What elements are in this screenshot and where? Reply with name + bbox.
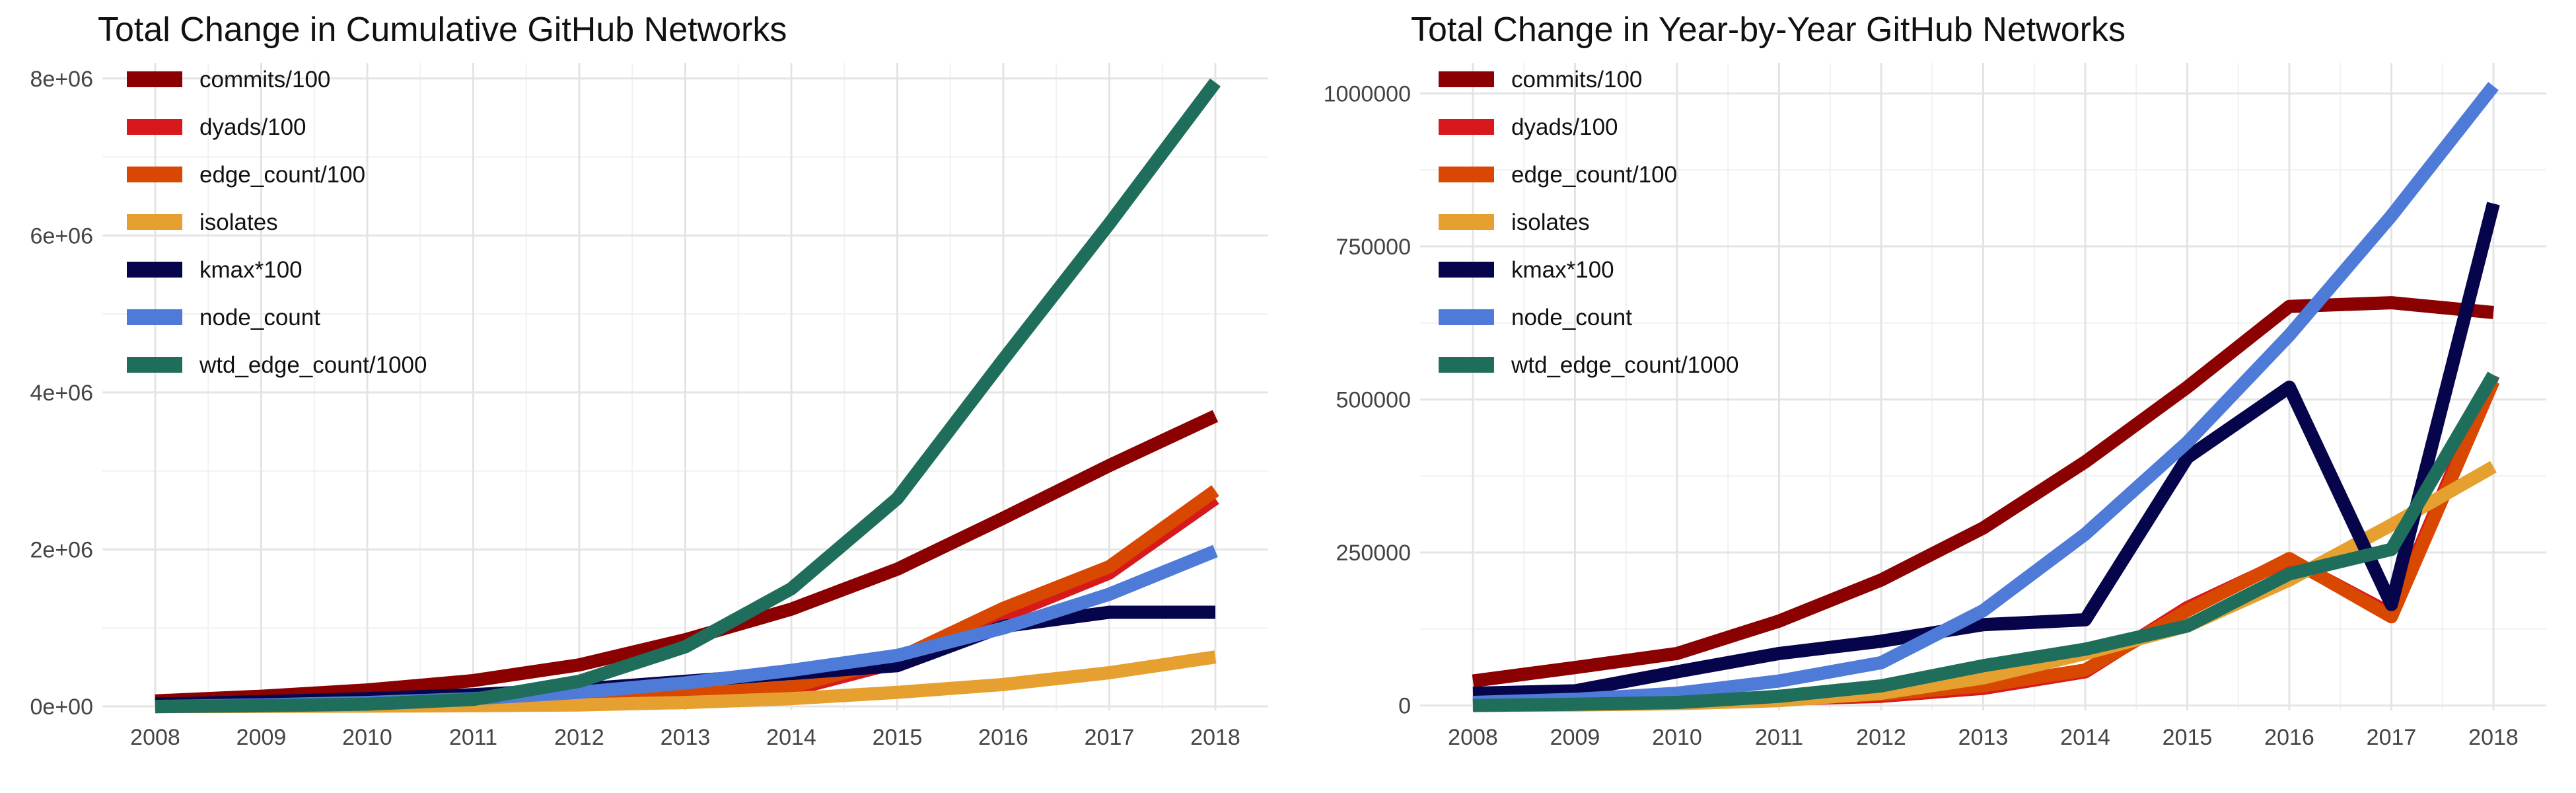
legend-swatch bbox=[127, 71, 182, 87]
legend-item: wtd_edge_count/1000 bbox=[1439, 352, 1738, 378]
chart-title: Total Change in Cumulative GitHub Networ… bbox=[98, 11, 787, 49]
x-tick-label: 2017 bbox=[1085, 725, 1135, 750]
y-tick-label: 6e+06 bbox=[30, 223, 94, 248]
y-tick-label: 8e+06 bbox=[30, 67, 94, 92]
legend-label: node_count bbox=[199, 305, 320, 330]
x-tick-label: 2012 bbox=[554, 725, 604, 750]
legend-label: node_count bbox=[1511, 305, 1632, 330]
legend-item: edge_count/100 bbox=[127, 162, 365, 188]
series-line-kmax-100 bbox=[1472, 202, 2500, 700]
year-by-year-networks-chart: Total Change in Year-by-Year GitHub Netw… bbox=[1324, 11, 2546, 750]
legend-item: commits/100 bbox=[1439, 67, 1642, 93]
legend-item: kmax*100 bbox=[127, 257, 303, 283]
x-tick-label: 2015 bbox=[2163, 725, 2213, 750]
legend-label: wtd_edge_count/1000 bbox=[199, 352, 427, 378]
legend-label: commits/100 bbox=[1511, 67, 1642, 93]
x-tick-label: 2010 bbox=[342, 725, 392, 750]
legend-item: isolates bbox=[127, 209, 278, 235]
legend-swatch bbox=[1439, 262, 1494, 278]
legend-item: edge_count/100 bbox=[1439, 162, 1677, 188]
y-tick-label: 4e+06 bbox=[30, 381, 94, 406]
x-tick-label: 2014 bbox=[2060, 725, 2110, 750]
y-tick-label: 250000 bbox=[1336, 541, 1411, 566]
legend-item: kmax*100 bbox=[1439, 257, 1614, 283]
legend-label: dyads/100 bbox=[199, 114, 306, 140]
x-tick-label: 2011 bbox=[449, 725, 497, 750]
cumulative-networks-chart: Total Change in Cumulative GitHub Networ… bbox=[30, 11, 1268, 750]
x-tick-label: 2009 bbox=[1550, 725, 1600, 750]
legend-item: node_count bbox=[127, 305, 320, 330]
legend-swatch bbox=[127, 119, 182, 135]
x-tick-label: 2008 bbox=[130, 725, 180, 750]
x-tick-label: 2017 bbox=[2367, 725, 2417, 750]
legend-label: edge_count/100 bbox=[1511, 162, 1677, 188]
series-line-wtd-edge-count-1000 bbox=[155, 78, 1221, 714]
x-tick-label: 2014 bbox=[766, 725, 816, 750]
x-tick-label: 2018 bbox=[1190, 725, 1240, 750]
legend-swatch bbox=[1439, 357, 1494, 373]
legend-label: wtd_edge_count/1000 bbox=[1511, 352, 1738, 378]
legend-label: dyads/100 bbox=[1511, 114, 1618, 140]
legend-item: wtd_edge_count/1000 bbox=[127, 352, 427, 378]
series-lines bbox=[155, 78, 1221, 714]
legend: commits/100 dyads/100 edge_count/100isolat… bbox=[127, 67, 427, 378]
x-tick-label: 2015 bbox=[873, 725, 923, 750]
legend-swatch bbox=[1439, 167, 1494, 182]
y-tick-label: 500000 bbox=[1336, 387, 1411, 412]
legend-label: kmax*100 bbox=[1511, 257, 1614, 283]
legend-swatch bbox=[127, 309, 182, 325]
x-tick-label: 2012 bbox=[1856, 725, 1906, 750]
x-tick-label: 2016 bbox=[2264, 725, 2314, 750]
x-tick-label: 2018 bbox=[2468, 725, 2519, 750]
legend-swatch bbox=[1439, 71, 1494, 87]
legend-item: isolates bbox=[1439, 209, 1590, 235]
legend-label: isolates bbox=[1511, 209, 1590, 235]
legend-label: kmax*100 bbox=[199, 257, 303, 283]
legend-label: edge_count/100 bbox=[199, 162, 365, 188]
series-line-node-count bbox=[1472, 82, 2499, 709]
y-tick-label: 0 bbox=[1398, 694, 1411, 719]
y-tick-label: 750000 bbox=[1336, 235, 1411, 260]
x-tick-label: 2013 bbox=[1958, 725, 2009, 750]
legend-label: isolates bbox=[199, 209, 278, 235]
series-line-wtd-edge-count-1000 bbox=[1472, 371, 2499, 712]
x-tick-label: 2009 bbox=[236, 725, 287, 750]
x-tick-label: 2013 bbox=[661, 725, 711, 750]
chart-title: Total Change in Year-by-Year GitHub Netw… bbox=[1411, 11, 2126, 49]
legend-item: node_count bbox=[1439, 305, 1632, 330]
x-tick-label: 2016 bbox=[978, 725, 1028, 750]
legend-swatch bbox=[127, 167, 182, 182]
legend-swatch bbox=[127, 262, 182, 278]
series-lines bbox=[1472, 82, 2500, 712]
legend-swatch bbox=[127, 214, 182, 230]
x-tick-label: 2010 bbox=[1652, 725, 1702, 750]
legend-item: dyads/100 bbox=[1439, 114, 1618, 140]
legend-label: commits/100 bbox=[199, 67, 330, 93]
legend-swatch bbox=[1439, 119, 1494, 135]
x-tick-label: 2008 bbox=[1448, 725, 1498, 750]
legend: commits/100 dyads/100 edge_count/100isolat… bbox=[1439, 67, 1738, 378]
legend-item: commits/100 bbox=[127, 67, 330, 93]
y-tick-label: 1000000 bbox=[1324, 81, 1411, 106]
legend-item: dyads/100 bbox=[127, 114, 306, 140]
y-tick-label: 0e+00 bbox=[30, 695, 94, 720]
y-tick-label: 2e+06 bbox=[30, 537, 94, 562]
legend-swatch bbox=[127, 357, 182, 373]
legend-swatch bbox=[1439, 214, 1494, 230]
x-tick-label: 2011 bbox=[1755, 725, 1803, 750]
legend-swatch bbox=[1439, 309, 1494, 325]
